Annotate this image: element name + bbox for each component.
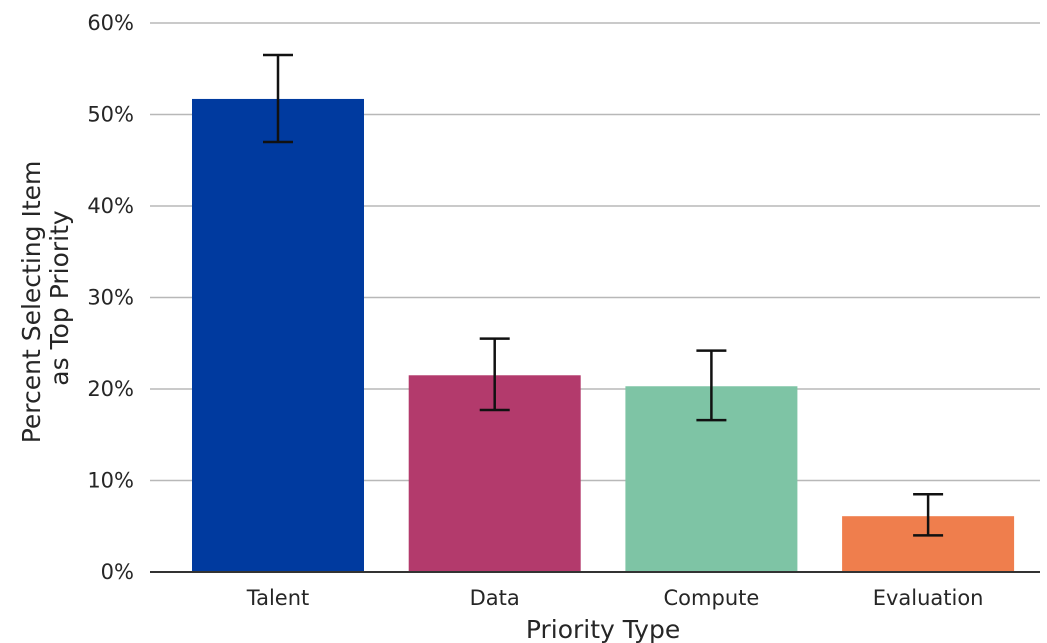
y-axis-title-line-1: Percent Selecting Item xyxy=(17,161,46,444)
error-bar-talent xyxy=(263,53,293,144)
y-axis-title-line-2: as Top Priority xyxy=(45,210,74,386)
x-tick-label: Compute xyxy=(664,586,760,610)
y-tick-label: 60% xyxy=(87,11,134,35)
x-tick-label: Data xyxy=(470,586,520,610)
y-tick-label: 20% xyxy=(87,377,134,401)
error-bar-compute xyxy=(696,349,727,422)
y-tick-label: 10% xyxy=(87,469,134,493)
y-tick-label: 0% xyxy=(101,560,134,584)
y-tick-label: 50% xyxy=(87,103,134,127)
x-tick-labels: Talent Data Compute Evaluation xyxy=(246,586,984,610)
y-tick-label: 30% xyxy=(87,286,134,310)
y-tick-labels: 0% 10% 20% 30% 40% 50% 60% xyxy=(87,11,134,584)
x-tick-label: Talent xyxy=(246,586,310,610)
error-bars xyxy=(263,53,944,537)
x-axis-title: Priority Type xyxy=(526,615,680,643)
bar-talent xyxy=(192,98,364,572)
error-bar-data xyxy=(479,337,510,412)
y-axis-title: Percent Selecting Item as Top Priority xyxy=(17,153,74,444)
y-tick-label: 40% xyxy=(87,194,134,218)
bars xyxy=(192,98,1015,572)
error-bar-evaluation xyxy=(913,492,944,537)
x-tick-label: Evaluation xyxy=(873,586,984,610)
